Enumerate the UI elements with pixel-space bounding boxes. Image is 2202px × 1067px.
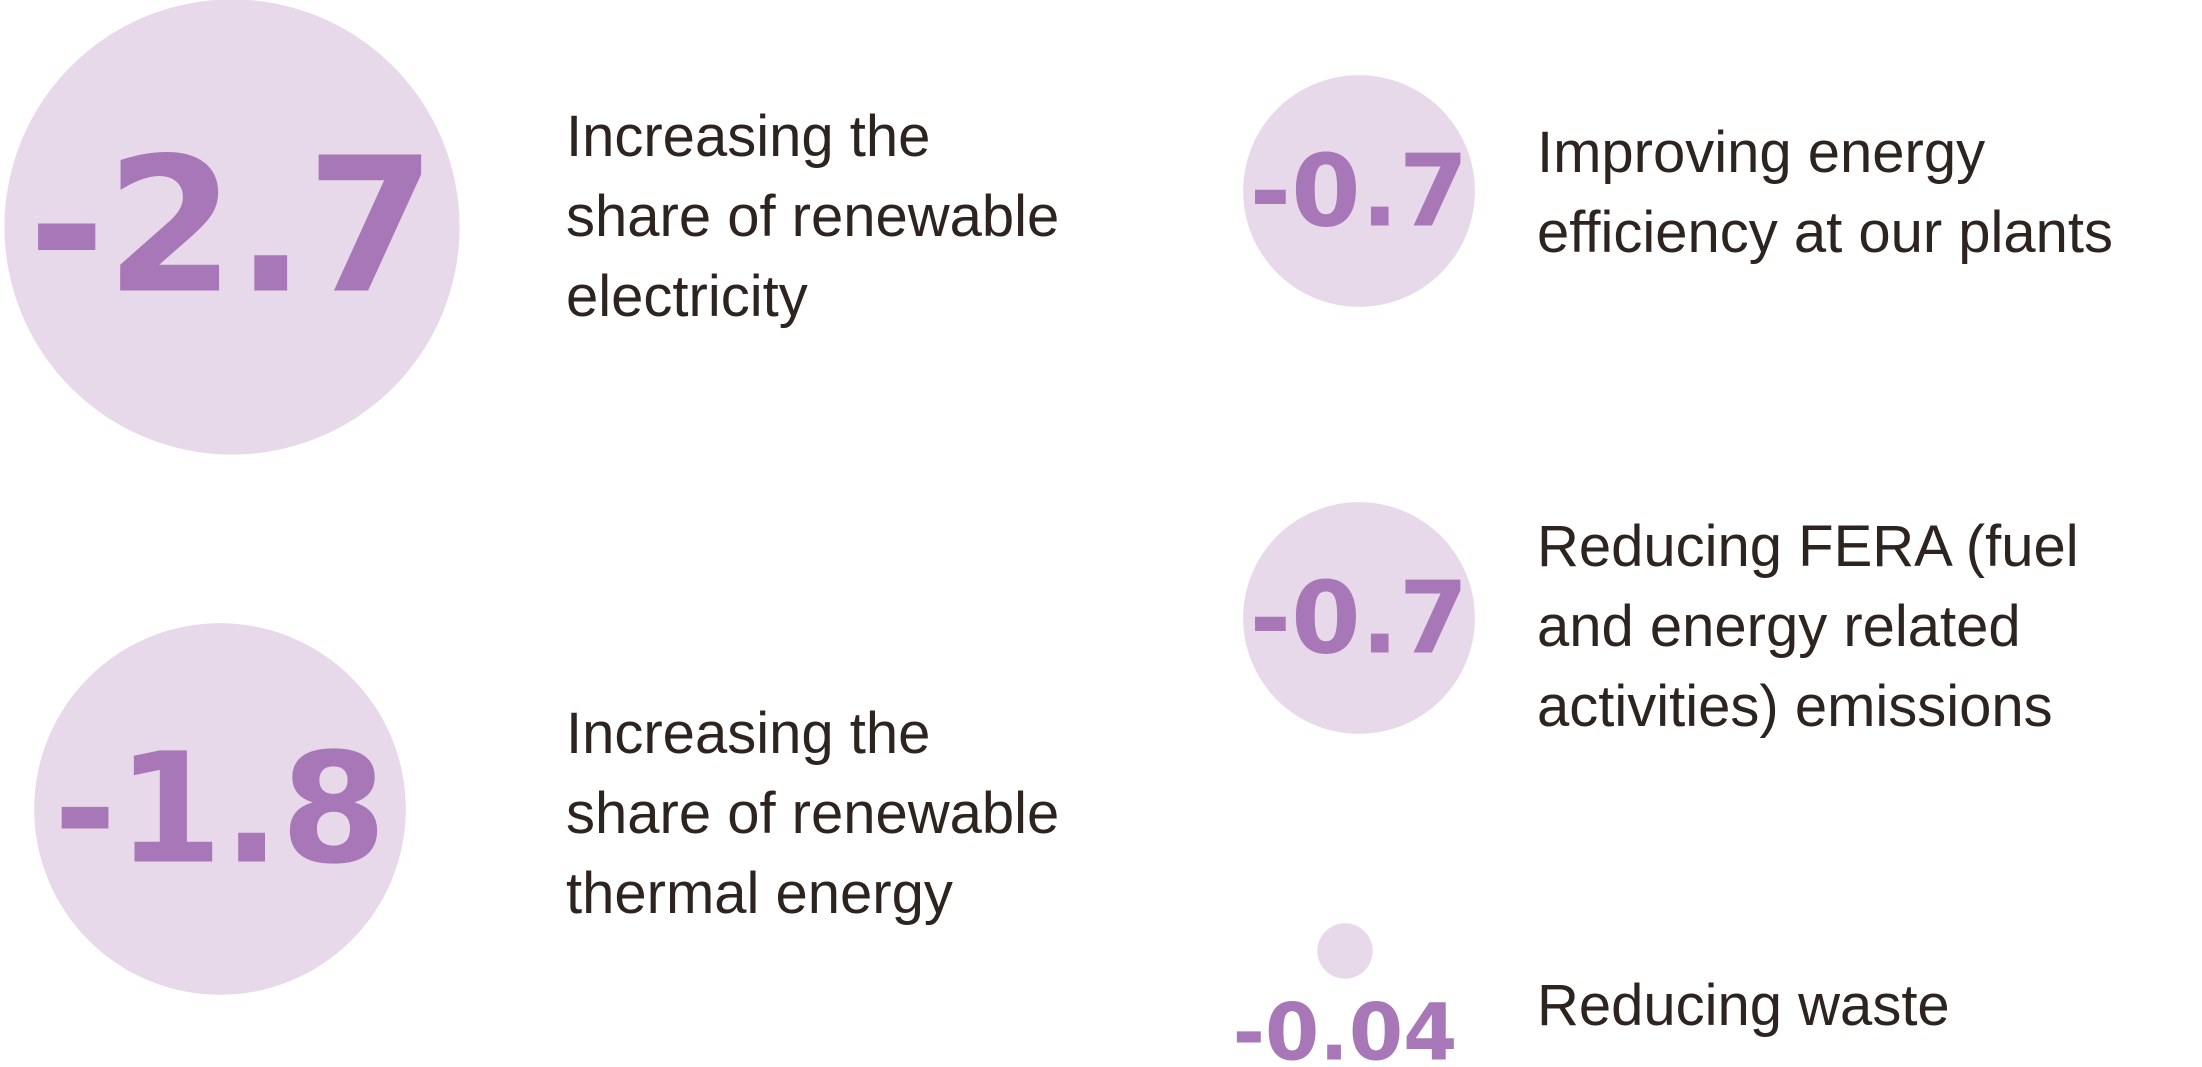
bubble-label: electricity [566,264,808,329]
bubble [1317,923,1373,979]
bubble-label: Reducing FERA (fuel [1537,514,2079,579]
bubble [1243,502,1475,734]
bubble-value: -0.7 [1250,133,1469,250]
bubble-label: thermal energy [566,861,953,926]
bubble-label: Increasing the [566,104,930,169]
bubble-label: share of renewable [566,781,1059,846]
bubble [34,623,406,995]
bubble-label: and energy related [1537,594,2021,659]
bubble-label: share of renewable [566,184,1059,249]
bubble [4,0,460,455]
bubble-label: Increasing the [566,701,930,766]
bubble-value: -0.7 [1250,560,1469,677]
bubble-value: -2.7 [28,119,436,336]
bubble [1243,75,1475,307]
bubble-value: -1.8 [53,721,386,898]
bubble-label: Improving energy [1537,120,1985,185]
bubble-label: efficiency at our plants [1537,200,2113,265]
bubble-label: Reducing waste [1537,973,1950,1038]
bubble-value: -0.04 [1233,989,1458,1067]
bubble-label: activities) emissions [1537,674,2053,739]
